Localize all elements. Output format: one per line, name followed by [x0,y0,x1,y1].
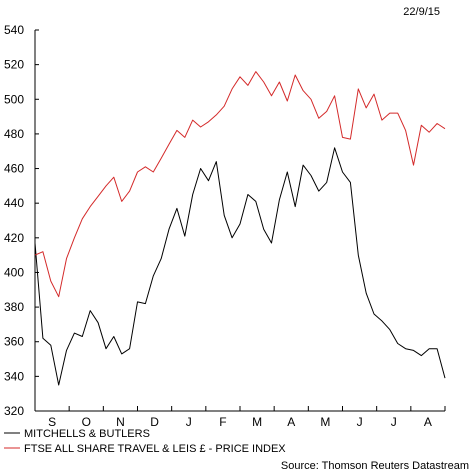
y-axis-ticks: 320 340 360 380 400 420 440 460 480 500 520 540 [4,23,39,418]
y-tick-label: 380 [4,300,24,314]
chart-legend: MITCHELLS & BUTLERS FTSE ALL SHARE TRAVEL… [4,428,286,455]
date-label: 22/9/15 [403,6,440,18]
source-label: Source: Thomson Reuters Datastream [281,460,469,472]
series-line-mitchells-butlers [34,147,446,386]
legend-label: MITCHELLS & BUTLERS [24,428,150,440]
y-tick-label: 500 [4,92,24,106]
x-month-label: A [287,415,295,429]
x-month-label: M [252,415,262,429]
x-month-label: F [219,415,226,429]
x-month-label: D [150,415,159,429]
y-tick-label: 320 [4,404,24,418]
x-month-label: J [357,415,363,429]
chart-series [34,71,446,386]
series-line-ftse-travel-leisure [34,71,446,298]
legend-label: FTSE ALL SHARE TRAVEL & LEIS £ - PRICE I… [24,443,286,455]
y-tick-label: 440 [4,196,24,210]
y-tick-label: 540 [4,23,24,37]
y-tick-label: 480 [4,127,24,141]
x-month-label: O [82,415,91,429]
x-month-label: J [186,415,192,429]
y-tick-label: 460 [4,162,24,176]
x-month-label: J [391,415,397,429]
chart-axes [34,30,445,412]
x-month-label: N [116,415,125,429]
y-tick-label: 520 [4,58,24,72]
x-month-label: M [320,415,330,429]
y-tick-label: 360 [4,335,24,349]
y-tick-label: 420 [4,231,24,245]
x-month-label: S [48,415,56,429]
y-tick-label: 400 [4,265,24,279]
y-tick-label: 340 [4,369,24,383]
x-month-label: A [424,415,432,429]
